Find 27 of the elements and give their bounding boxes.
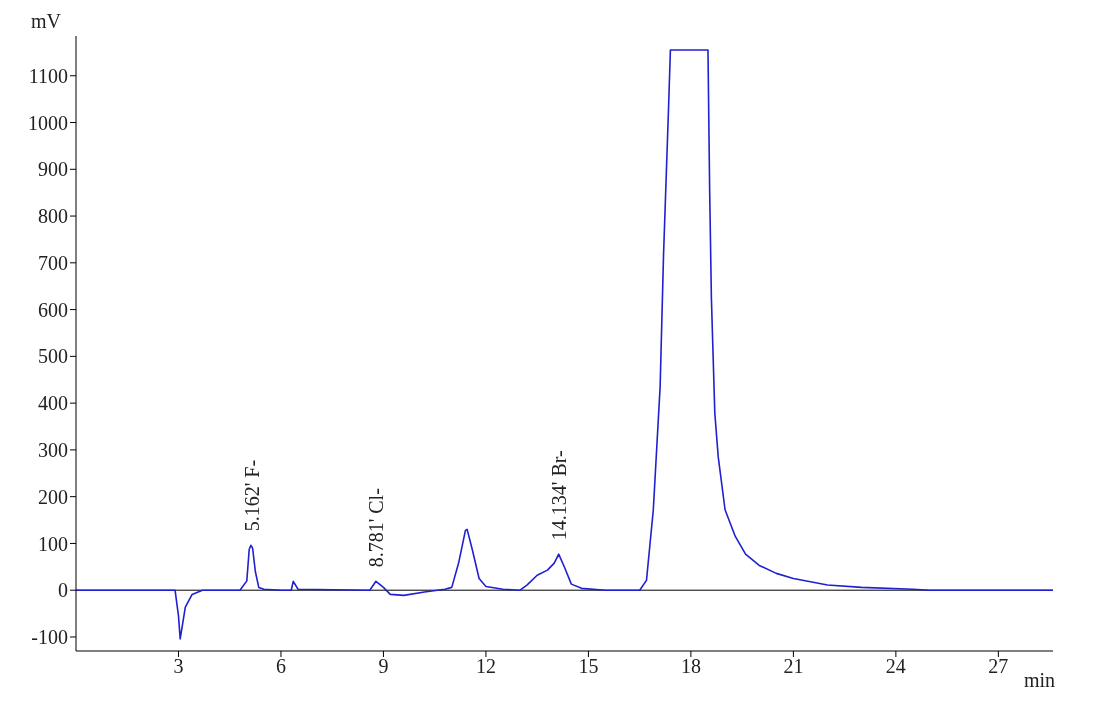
x-axis-title: min xyxy=(1023,669,1055,691)
annotation: 14.134' Br- xyxy=(547,450,570,541)
y-tick-label: -100 xyxy=(31,626,68,649)
y-tick-label: 500 xyxy=(38,345,68,368)
x-tick-label: 24 xyxy=(885,655,906,678)
x-tick-label: 3 xyxy=(173,655,184,678)
y-tick-label: 300 xyxy=(38,439,68,461)
x-tick-label: 21 xyxy=(783,655,804,678)
y-tick-label: 0 xyxy=(58,579,68,602)
y-tick-label: 900 xyxy=(38,158,68,181)
y-tick-label: 200 xyxy=(38,485,68,508)
y-tick-label: 100 xyxy=(38,532,68,555)
y-tick-label: 1100 xyxy=(28,64,68,87)
annotation: 8.781' Cl- xyxy=(364,488,387,568)
y-tick-label: 1000 xyxy=(28,111,68,134)
x-tick-label: 6 xyxy=(275,655,286,678)
y-tick-label: 800 xyxy=(38,205,68,228)
y-tick-label: 700 xyxy=(38,251,68,274)
x-tick-label: 15 xyxy=(578,655,599,678)
annotation: 5.162' F- xyxy=(241,459,264,532)
x-tick-label: 9 xyxy=(378,655,389,678)
x-tick-label: 18 xyxy=(680,655,701,678)
y-tick-label: 600 xyxy=(38,298,68,321)
y-axis-title: mV xyxy=(31,10,62,32)
x-tick-label: 27 xyxy=(988,655,1009,678)
x-tick-label: 12 xyxy=(475,655,496,678)
y-tick-label: 400 xyxy=(38,392,68,415)
